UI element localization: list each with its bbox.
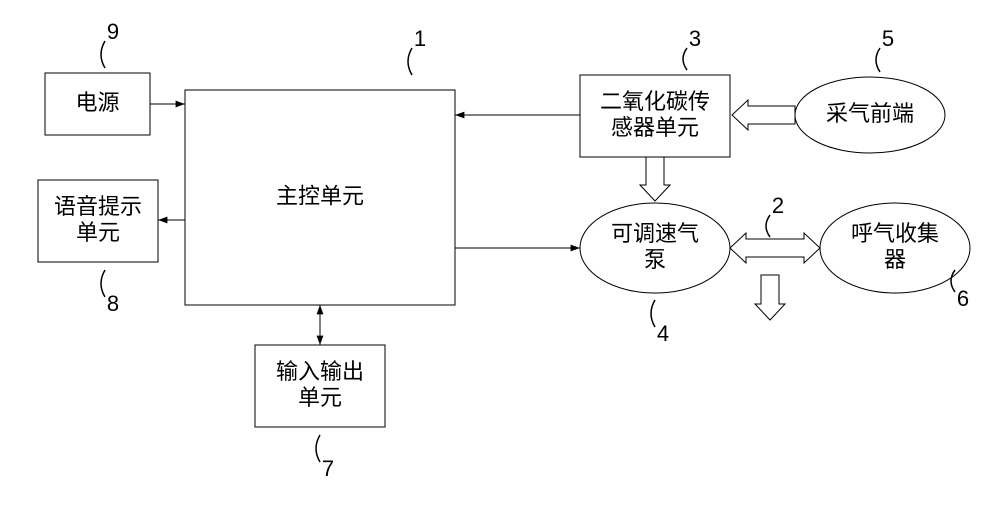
arrow-head	[317, 305, 324, 314]
label-lead-l2	[766, 215, 770, 237]
node-front-label: 采气前端	[826, 101, 914, 126]
label-l7: 7	[322, 456, 334, 481]
label-lead-l8	[101, 270, 105, 297]
label-l1: 1	[414, 26, 426, 51]
node-pump-label: 可调速气	[611, 221, 699, 246]
node-co2-label: 感器单元	[611, 115, 699, 140]
label-l3: 3	[689, 26, 701, 51]
block-arrow	[732, 100, 795, 130]
label-l6: 6	[957, 286, 969, 311]
node-voice-label: 语音提示	[54, 194, 142, 219]
label-l5: 5	[882, 26, 894, 51]
label-lead-l5	[876, 48, 880, 72]
arrow-head	[317, 336, 324, 345]
label-lead-l3	[683, 48, 687, 70]
label-l2: 2	[772, 193, 784, 218]
node-pump-label: 泵	[644, 247, 666, 272]
block-arrow	[640, 157, 670, 201]
double-block-arrow	[730, 233, 820, 263]
block-arrow	[755, 275, 785, 320]
node-co2-label: 二氧化碳传	[600, 89, 710, 114]
node-io-label: 输入输出	[276, 359, 364, 384]
node-power-label: 电源	[75, 90, 119, 115]
label-l4: 4	[657, 321, 669, 346]
label-lead-l7	[316, 435, 320, 462]
node-collector-label: 呼气收集	[851, 221, 939, 246]
node-io-label: 单元	[298, 385, 342, 410]
arrow-head	[176, 101, 185, 108]
arrow-head	[158, 217, 167, 224]
label-lead-l4	[651, 300, 655, 327]
label-lead-l9	[101, 41, 105, 68]
arrow-head	[571, 245, 580, 252]
node-voice-label: 单元	[76, 220, 120, 245]
label-l9: 9	[107, 19, 119, 44]
node-main-label: 主控单元	[276, 183, 364, 208]
diagram-canvas: 主控单元电源语音提示单元输入输出单元二氧化碳传感器单元可调速气泵采气前端呼气收集…	[0, 0, 1000, 511]
node-collector-label: 器	[884, 247, 906, 272]
label-l8: 8	[107, 291, 119, 316]
arrow-head	[455, 112, 464, 119]
label-lead-l1	[408, 48, 412, 75]
